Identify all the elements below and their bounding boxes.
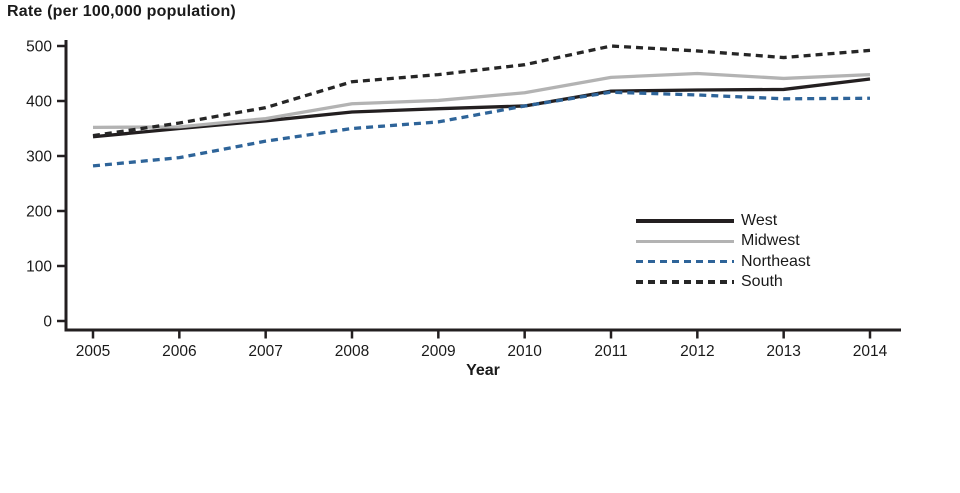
x-tick-label: 2013	[766, 343, 800, 360]
x-tick-label: 2005	[76, 343, 110, 360]
chart-title: Rate (per 100,000 population)	[7, 3, 236, 20]
series-line-west	[92, 77, 871, 139]
x-tick-label: 2009	[421, 343, 455, 360]
legend-swatch-midwest	[636, 239, 734, 244]
legend-swatch-south	[636, 280, 734, 284]
x-tick-label: 2008	[335, 343, 369, 360]
x-tick-label: 2012	[680, 343, 714, 360]
x-tick-label: 2010	[507, 343, 542, 360]
legend-label-midwest: Midwest	[741, 232, 800, 250]
x-tick-label: 2014	[853, 343, 888, 360]
series-line-northeast	[92, 90, 871, 168]
x-axis-title: Year	[466, 362, 500, 379]
y-tick-label: 300	[26, 149, 52, 166]
legend-swatch-northeast	[636, 260, 734, 264]
y-tick-label: 500	[26, 39, 52, 56]
legend-item-south: South	[636, 272, 810, 292]
series-line-midwest	[92, 71, 871, 130]
legend-label-west: West	[741, 212, 778, 230]
legend-label-northeast: Northeast	[741, 252, 811, 270]
legend: West Midwest Northeast South	[636, 211, 810, 292]
legend-label-south: South	[741, 273, 783, 291]
legend-item-west: West	[636, 211, 810, 231]
legend-swatch-west	[636, 219, 734, 223]
x-tick-label: 2011	[594, 343, 627, 360]
y-tick-label: 0	[43, 314, 52, 331]
y-tick-label: 400	[26, 94, 52, 111]
x-tick-label: 2007	[248, 343, 282, 360]
legend-item-northeast: Northeast	[636, 252, 810, 272]
legend-item-midwest: Midwest	[636, 231, 810, 251]
y-tick-label: 100	[26, 259, 52, 276]
y-tick-label: 200	[26, 204, 52, 221]
x-tick-label: 2006	[162, 343, 196, 360]
